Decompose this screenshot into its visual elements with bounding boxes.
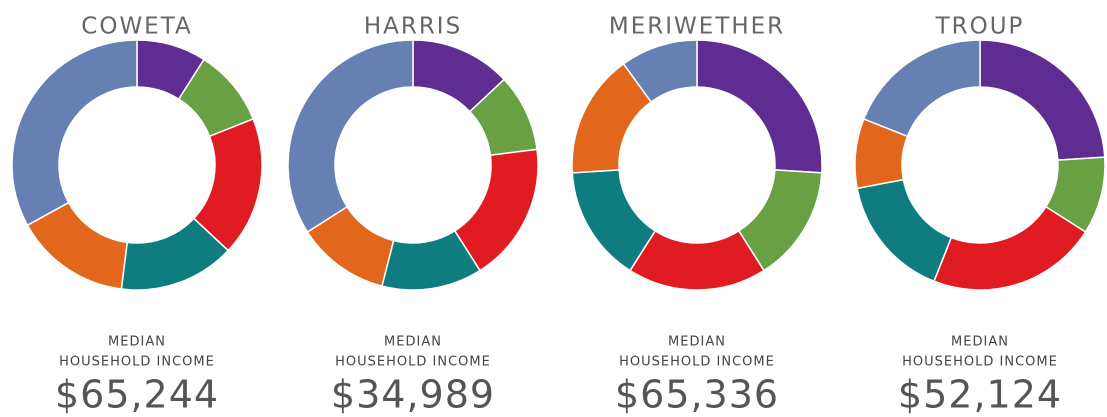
income-value: $34,989	[331, 373, 495, 417]
donut-segment	[11, 39, 138, 227]
county-title: COWETA	[81, 14, 192, 40]
income-value: $65,336	[615, 373, 779, 417]
income-caption: MEDIAN	[951, 335, 1009, 350]
donut-segment	[856, 178, 953, 283]
county-title: TROUP	[935, 14, 1025, 40]
income-value: $52,124	[898, 373, 1062, 417]
income-caption: HOUSEHOLD INCOME	[902, 355, 1058, 370]
county-title: MERIWETHER	[609, 14, 785, 40]
donut-segment	[287, 39, 414, 234]
donut-segment	[933, 205, 1087, 291]
donut-segment	[979, 39, 1106, 161]
county-title: HARRIS	[364, 14, 462, 40]
donut-segment	[622, 39, 698, 103]
income-caption: MEDIAN	[668, 335, 726, 350]
income-caption: HOUSEHOLD INCOME	[619, 355, 775, 370]
income-caption: HOUSEHOLD INCOME	[335, 355, 491, 370]
income-value: $65,244	[55, 373, 219, 417]
income-caption: MEDIAN	[384, 335, 442, 350]
income-caption: HOUSEHOLD INCOME	[59, 355, 215, 370]
income-caption: MEDIAN	[108, 335, 166, 350]
donut-segment	[696, 39, 823, 174]
donut-segment	[862, 39, 981, 138]
